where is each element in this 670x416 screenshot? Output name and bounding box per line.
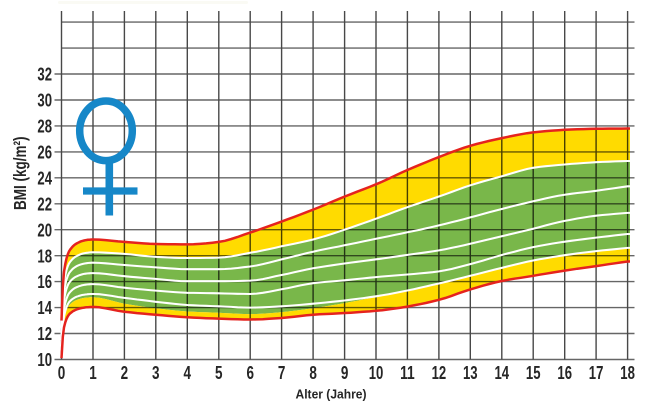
svg-text:4: 4 [184, 363, 192, 383]
svg-text:15: 15 [526, 363, 541, 383]
svg-text:12: 12 [432, 363, 447, 383]
svg-text:14: 14 [495, 363, 510, 383]
svg-text:18: 18 [620, 363, 635, 383]
svg-text:18: 18 [37, 246, 52, 266]
svg-text:28: 28 [37, 117, 52, 137]
svg-text:10: 10 [37, 350, 52, 370]
svg-text:9: 9 [341, 363, 349, 383]
svg-text:17: 17 [589, 363, 604, 383]
svg-text:BMI (kg/m²): BMI (kg/m²) [10, 137, 30, 211]
svg-text:10: 10 [369, 363, 384, 383]
svg-text:6: 6 [246, 363, 254, 383]
svg-text:0: 0 [58, 363, 66, 383]
svg-text:7: 7 [278, 363, 286, 383]
svg-text:16: 16 [37, 272, 52, 292]
svg-text:30: 30 [37, 91, 52, 111]
svg-text:14: 14 [37, 298, 52, 318]
svg-text:22: 22 [37, 194, 52, 214]
svg-text:13: 13 [463, 363, 478, 383]
svg-text:2: 2 [121, 363, 129, 383]
svg-text:12: 12 [37, 324, 52, 344]
svg-text:5: 5 [215, 363, 223, 383]
svg-text:24: 24 [37, 168, 52, 188]
svg-text:20: 20 [37, 220, 52, 240]
svg-text:32: 32 [37, 65, 52, 85]
svg-text:3: 3 [152, 363, 160, 383]
svg-text:Alter (Jahre): Alter (Jahre) [296, 387, 367, 401]
svg-text:11: 11 [400, 363, 415, 383]
svg-text:8: 8 [309, 363, 317, 383]
svg-text:16: 16 [557, 363, 572, 383]
svg-text:1: 1 [89, 363, 97, 383]
svg-text:26: 26 [37, 143, 52, 163]
